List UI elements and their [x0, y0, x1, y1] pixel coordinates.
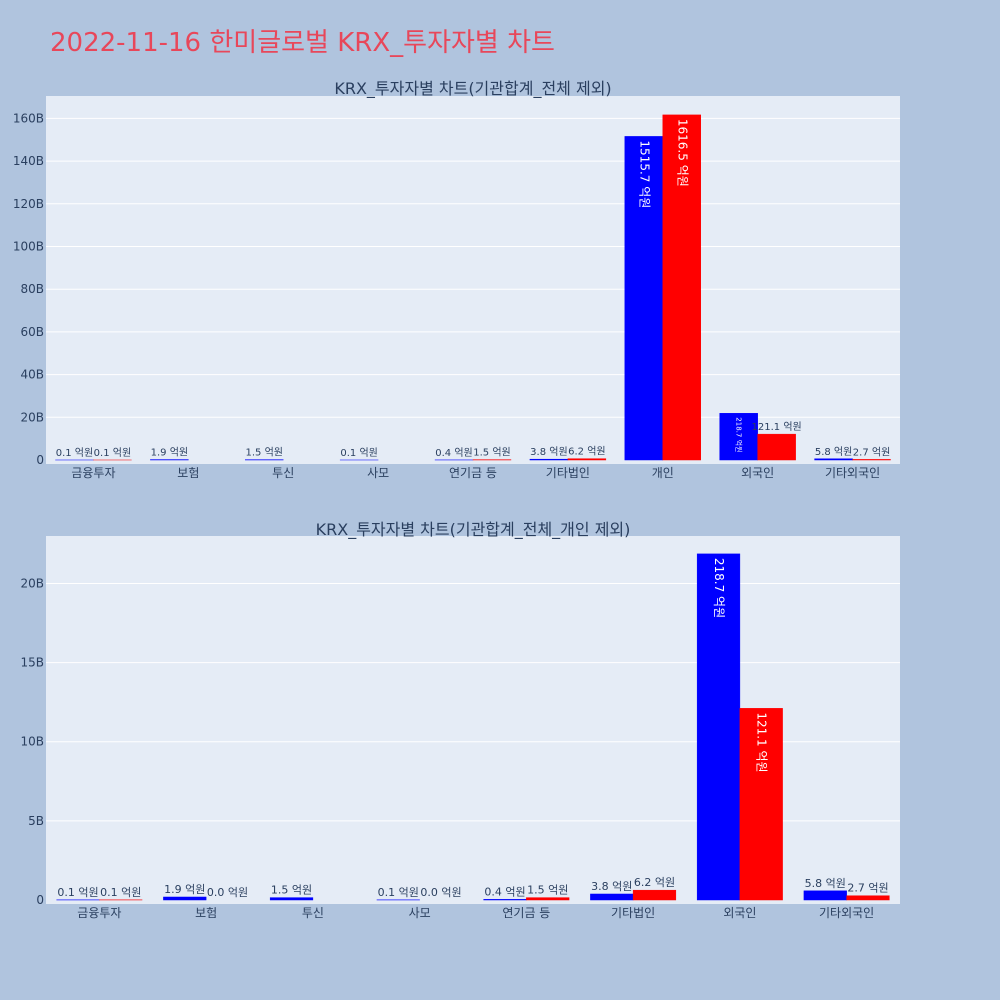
bar-value-label: 2.7 억원	[853, 446, 890, 458]
bar	[483, 899, 527, 901]
bar	[590, 893, 634, 901]
bar-value-label: 0.1 억원	[94, 447, 131, 459]
x-tick-label: 보험	[177, 466, 199, 480]
y-tick-label: 120B	[13, 197, 44, 211]
x-tick-label: 개인	[652, 466, 674, 480]
y-tick-label: 5B	[28, 814, 44, 828]
bar	[529, 458, 569, 461]
y-tick-label: 0	[36, 453, 44, 467]
bar-value-label: 0.0 억원	[420, 886, 461, 899]
bar-value-label: 0.1 억원	[56, 447, 93, 459]
page-title: 2022-11-16 한미글로벌 KRX_투자자별 차트	[50, 28, 555, 58]
bar-value-label: 3.8 억원	[591, 880, 632, 893]
bar-value-label: 0.1 억원	[340, 447, 377, 459]
x-tick-label: 기타법인	[546, 466, 590, 480]
bar-value-label: 5.8 억원	[805, 877, 846, 890]
bar	[526, 897, 570, 901]
bar-value-label: 1.5 억원	[473, 447, 510, 459]
bar	[269, 897, 314, 901]
bar	[632, 889, 677, 901]
bar	[719, 413, 758, 461]
x-tick-label: 외국인	[741, 466, 774, 480]
bar	[624, 136, 664, 461]
bar	[803, 890, 847, 901]
bar	[662, 114, 701, 461]
y-tick-label: 140B	[13, 154, 44, 168]
x-tick-label: 기타외국인	[825, 466, 880, 480]
bar-value-label: 121.1 억원	[755, 712, 769, 772]
y-tick-label: 0	[36, 893, 44, 907]
y-tick-label: 10B	[20, 735, 44, 749]
bar	[696, 553, 741, 901]
bar	[757, 433, 796, 461]
bar-value-label: 1.5 억원	[246, 447, 283, 459]
x-tick-label: 금융투자	[71, 466, 115, 480]
bar-value-label: 0.1 억원	[378, 886, 419, 899]
bar-value-label: 1515.7 억원	[637, 140, 651, 208]
x-tick-label: 투신	[272, 466, 294, 480]
bar	[163, 896, 207, 901]
bar-value-label: 1.9 억원	[164, 883, 205, 896]
bar-value-label: 1616.5 억원	[675, 119, 689, 187]
y-tick-label: 20B	[20, 576, 44, 590]
chart-title: KRX_투자자별 차트(기관합계_전체 제외)	[334, 79, 611, 99]
y-tick-label: 60B	[20, 325, 44, 339]
x-tick-label: 사모	[409, 906, 431, 920]
bar-value-label: 218.7 억원	[712, 558, 726, 618]
plot-area	[46, 96, 900, 464]
x-tick-label: 보험	[195, 906, 217, 920]
bar-value-label: 5.8 억원	[815, 446, 852, 458]
bar-value-label: 0.4 억원	[484, 885, 525, 898]
bar	[739, 708, 783, 901]
y-tick-label: 20B	[20, 410, 44, 424]
bar-value-label: 6.2 억원	[568, 446, 605, 458]
bar-value-label: 0.0 억원	[207, 886, 248, 899]
bar-value-label: 6.2 억원	[634, 876, 675, 889]
x-tick-label: 연기금 등	[449, 466, 497, 480]
y-tick-label: 160B	[13, 111, 44, 125]
bar-value-label: 0.1 억원	[100, 886, 141, 899]
bar-value-label: 0.4 억원	[435, 447, 472, 459]
bar	[846, 895, 890, 901]
bar-value-label: 1.9 억원	[151, 447, 188, 459]
bar-value-label: 121.1 억원	[752, 421, 802, 433]
x-tick-label: 사모	[367, 466, 389, 480]
bar-value-label: 1.5 억원	[527, 884, 568, 897]
bar-value-label: 1.5 억원	[271, 884, 312, 897]
x-tick-label: 외국인	[723, 906, 756, 920]
x-tick-label: 기타외국인	[819, 906, 874, 920]
bar-value-label: 0.1 억원	[57, 886, 98, 899]
chart-title: KRX_투자자별 차트(기관합계_전체_개인 제외)	[316, 520, 631, 540]
bar	[814, 458, 853, 461]
x-tick-label: 투신	[302, 906, 324, 920]
y-tick-label: 40B	[20, 368, 44, 382]
bar-value-label: 2.7 억원	[847, 882, 888, 895]
bar	[852, 459, 891, 461]
bar	[567, 458, 607, 461]
y-tick-label: 80B	[20, 282, 44, 296]
bar-value-label: 218.7 억원	[735, 417, 744, 452]
x-tick-label: 금융투자	[77, 906, 121, 920]
x-tick-label: 기타법인	[611, 906, 655, 920]
bar-value-label: 3.8 억원	[530, 446, 567, 458]
x-tick-label: 연기금 등	[502, 906, 550, 920]
y-tick-label: 100B	[13, 240, 44, 254]
y-tick-label: 15B	[20, 656, 44, 670]
